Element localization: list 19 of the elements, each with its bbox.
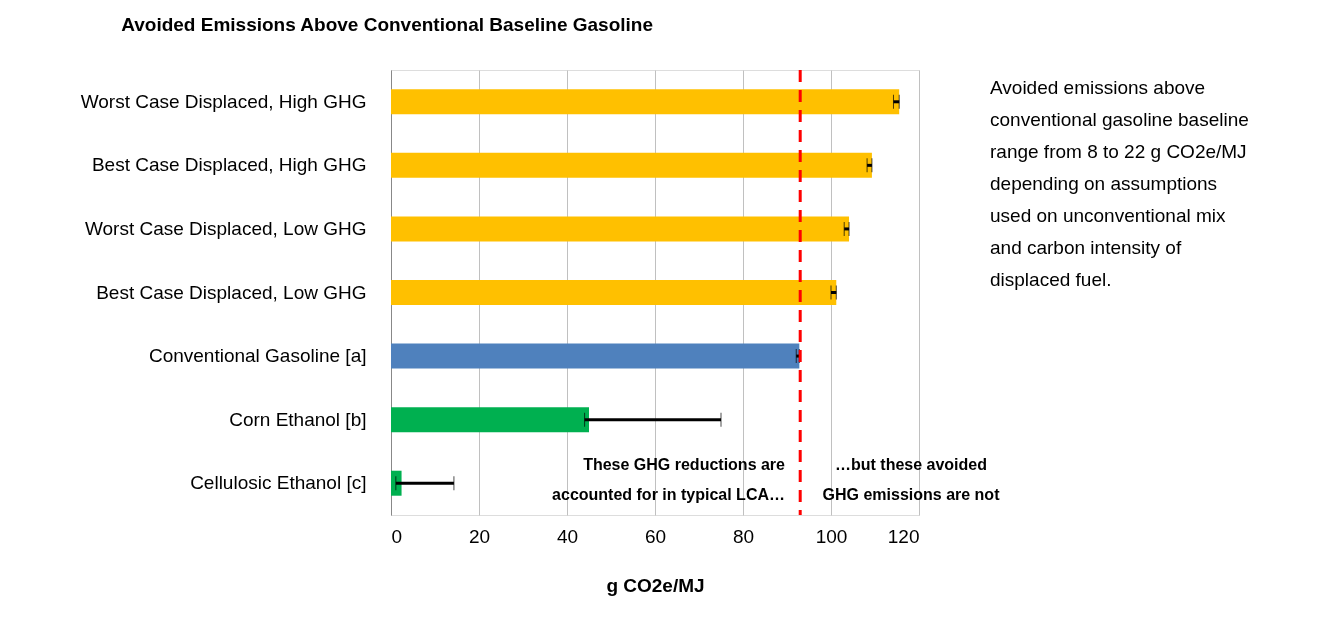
y-tick-label: Cellulosic Ethanol [c] [190, 472, 367, 494]
y-tick-label: Corn Ethanol [b] [229, 408, 367, 430]
annotation: …but these avoided GHG emissions are not [822, 456, 1001, 503]
x-tick-label: 80 [732, 525, 755, 547]
y-tick-label: Best Case Displaced, Low GHG [96, 281, 367, 303]
y-tick-label: Best Case Displaced, High GHG [91, 154, 367, 176]
annotation: These GHG reductions are accounted for in typical LCA… [552, 456, 786, 503]
x-axis-title: g CO2e/MJ [606, 574, 705, 596]
x-tick-label: 0 [391, 525, 403, 547]
x-tick-label: 100 [815, 525, 848, 547]
y-tick-label: Conventional Gasoline [a] [148, 345, 367, 367]
x-tick-label: 120 [887, 525, 920, 547]
y-tick-label: Worst Case Displaced, Low GHG [84, 217, 367, 239]
y-tick-label: Worst Case Displaced, High GHG [80, 90, 367, 112]
x-tick-label: 20 [468, 525, 491, 547]
chart-title: Avoided Emissions Above Conventional Baseline Gasoline [121, 13, 653, 35]
x-tick-label: 40 [556, 525, 579, 547]
x-tick-label: 60 [644, 525, 667, 547]
text: Avoided emissions above conventional gasoline baseline range from 8 to 22 g CO2e/MJ depending on assumptions used on unconventional mix and carbon intensity of displaced fuel. [990, 77, 1249, 290]
